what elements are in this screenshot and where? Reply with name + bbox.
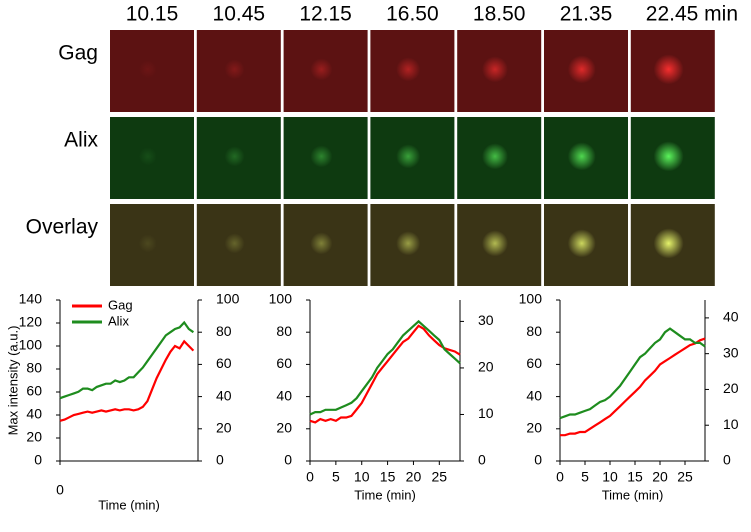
spot — [653, 141, 684, 172]
spot — [653, 54, 684, 85]
y2-tick-label: 20 — [478, 359, 494, 375]
spot — [396, 57, 421, 82]
y2-tick-label: 0 — [478, 452, 486, 468]
time-label: 10.45 — [213, 3, 266, 26]
time-label: 16.50 — [386, 3, 439, 26]
y-tick-label: 60 — [526, 355, 542, 371]
spot — [567, 229, 596, 258]
y-tick-label: 60 — [276, 355, 292, 371]
spot — [138, 60, 157, 79]
y-tick-label: 120 — [19, 314, 43, 330]
y2-tick-label: 60 — [216, 355, 232, 371]
series-line — [59, 320, 195, 400]
x-tick-label: 15 — [627, 469, 643, 485]
y2-tick-label: 0 — [723, 452, 731, 468]
spot — [567, 55, 596, 84]
x-tick-label: 25 — [432, 469, 448, 485]
series-line — [309, 319, 461, 416]
spot — [138, 234, 157, 253]
y2-tick-label: 0 — [216, 452, 224, 468]
y2-tick-label: 40 — [216, 387, 232, 403]
y2-tick-label: 40 — [723, 309, 739, 325]
spot — [482, 56, 508, 83]
x-tick-label: 20 — [652, 469, 668, 485]
series-line — [309, 324, 461, 424]
y-tick-label: 40 — [26, 406, 42, 422]
y-tick-label: 20 — [526, 420, 542, 436]
row-label: Overlay — [26, 216, 99, 239]
y2-tick-label: 100 — [216, 291, 240, 307]
spot — [567, 142, 596, 171]
spot — [482, 143, 508, 170]
x-axis-label: Time (min) — [98, 497, 160, 512]
y2-tick-label: 10 — [478, 405, 494, 421]
spot — [224, 146, 245, 167]
y-tick-label: 20 — [26, 429, 42, 445]
time-label: 12.15 — [299, 3, 352, 26]
x-tick-label: 20 — [406, 469, 422, 485]
y-tick-label: 80 — [26, 360, 42, 376]
y-tick-label: 80 — [276, 323, 292, 339]
y-tick-label: 40 — [276, 387, 292, 403]
y2-tick-label: 20 — [216, 420, 232, 436]
row-label: Gag — [58, 42, 98, 65]
spot — [224, 233, 245, 254]
y2-tick-label: 30 — [723, 344, 739, 360]
x-tick-label: 15 — [380, 469, 396, 485]
y-tick-label: 140 — [19, 291, 43, 307]
x-tick-label: 25 — [677, 469, 693, 485]
spot — [224, 59, 245, 80]
y-tick-label: 80 — [526, 323, 542, 339]
legend-label: Gag — [108, 297, 133, 312]
y-axis-label: Max intensity (a.u.) — [5, 326, 20, 436]
y2-tick-label: 20 — [723, 380, 739, 396]
x-axis-label: Time (min) — [354, 487, 416, 502]
y-tick-label: 40 — [526, 387, 542, 403]
series-line — [560, 337, 706, 437]
y-tick-label: 100 — [269, 291, 293, 307]
y-tick-label: 100 — [519, 291, 543, 307]
x-axis-label: Time (min) — [602, 487, 664, 502]
y-tick-label: 20 — [276, 420, 292, 436]
y-tick-label: 100 — [19, 337, 43, 353]
x-tick-label: 0 — [56, 482, 64, 498]
x-tick-label: 0 — [306, 469, 314, 485]
y2-tick-label: 30 — [478, 312, 494, 328]
y-tick-label: 0 — [534, 452, 542, 468]
series-line — [559, 327, 706, 420]
x-tick-label: 5 — [581, 469, 589, 485]
x-tick-label: 10 — [354, 469, 370, 485]
spot — [138, 147, 157, 166]
spot — [396, 144, 421, 169]
spot — [653, 228, 684, 259]
y2-tick-label: 10 — [723, 416, 739, 432]
spot — [310, 232, 333, 255]
time-label: 21.35 — [560, 3, 613, 26]
spot — [310, 145, 333, 168]
y2-tick-label: 80 — [216, 323, 232, 339]
spot — [396, 231, 421, 256]
x-tick-label: 5 — [332, 469, 340, 485]
legend-label: Alix — [108, 313, 129, 328]
x-tick-label: 0 — [556, 469, 564, 485]
series-line — [59, 339, 195, 422]
time-label: 22.45 min — [646, 3, 738, 26]
time-label: 18.50 — [473, 3, 526, 26]
x-tick-label: 10 — [602, 469, 618, 485]
y-tick-label: 60 — [26, 383, 42, 399]
spot — [482, 230, 508, 257]
time-label: 10.15 — [126, 3, 179, 26]
spot — [310, 58, 333, 81]
y-tick-label: 0 — [284, 452, 292, 468]
y-tick-label: 0 — [34, 452, 42, 468]
row-label: Alix — [64, 129, 98, 152]
